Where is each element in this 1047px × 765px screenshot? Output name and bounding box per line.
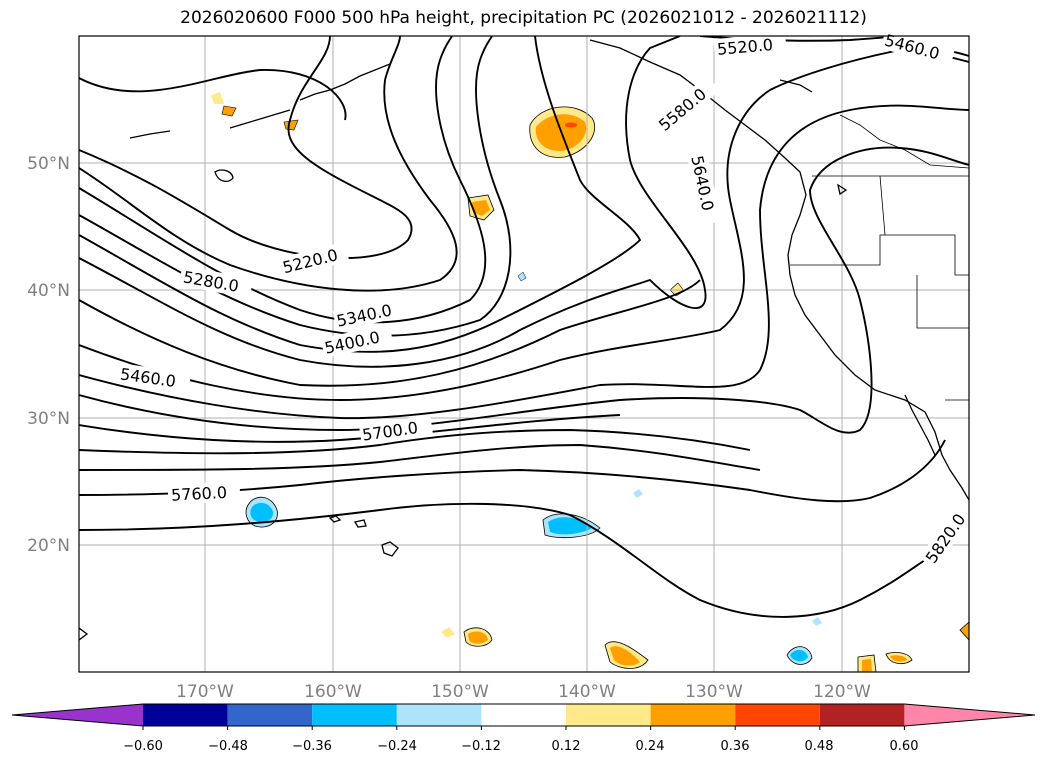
colorbar-segment <box>143 704 228 726</box>
colorbar-tick-label: 0.12 <box>552 739 581 754</box>
lon-label: 170°W <box>176 682 234 702</box>
colorbar-tick-label: 0.60 <box>890 739 919 754</box>
colorbar-tick-label: 0.24 <box>636 739 665 754</box>
lat-label: 50°N <box>27 154 70 174</box>
colorbar-tick-label: 0.36 <box>721 739 750 754</box>
coastlines <box>79 39 969 641</box>
lon-label: 120°W <box>813 682 871 702</box>
map-frame <box>78 35 970 673</box>
lat-label: 20°N <box>27 536 70 556</box>
colorbar-segment <box>396 704 482 726</box>
colorbar-tick-label: 0.48 <box>805 739 834 754</box>
lat-label: 30°N <box>27 409 70 429</box>
colorbar-segment <box>227 704 313 726</box>
lon-label: 150°W <box>431 682 489 702</box>
colorbar-tick-label: −0.24 <box>377 739 417 754</box>
contour-label: 5520.0 <box>716 35 773 59</box>
colorbar-tick-label: −0.60 <box>123 739 163 754</box>
lat-label: 40°N <box>27 281 70 301</box>
latitude-labels: 50°N 40°N 30°N 20°N <box>27 154 70 556</box>
colorbar-segment <box>566 704 651 726</box>
colorbar-segment <box>312 704 397 726</box>
lon-label: 130°W <box>685 682 743 702</box>
map-title: 2026020600 F000 500 hPa height, precipit… <box>180 8 867 28</box>
colorbar-segment <box>650 704 736 726</box>
contour-label: 5760.0 <box>171 483 228 505</box>
lon-label: 160°W <box>304 682 362 702</box>
lon-label: 140°W <box>558 682 616 702</box>
colorbar-tick-label: −0.36 <box>292 739 332 754</box>
colorbar-extend-high <box>904 704 1035 726</box>
colorbar-segment <box>735 704 820 726</box>
colorbar-extend-low <box>12 704 143 726</box>
colorbar-segment <box>481 704 566 726</box>
colorbar-tick-label: −0.48 <box>208 739 248 754</box>
precip-shading <box>211 92 969 672</box>
colorbar-ticks: −0.60 −0.48 −0.36 −0.24 −0.12 0.12 0.24 … <box>123 739 918 754</box>
colorbar-tick-label: −0.12 <box>461 739 501 754</box>
colorbar <box>11 703 1036 730</box>
political-borders <box>790 114 969 401</box>
map-area[interactable] <box>79 36 969 672</box>
longitude-labels: 170°W 160°W 150°W 140°W 130°W 120°W <box>176 682 871 702</box>
colorbar-segment <box>819 704 905 726</box>
